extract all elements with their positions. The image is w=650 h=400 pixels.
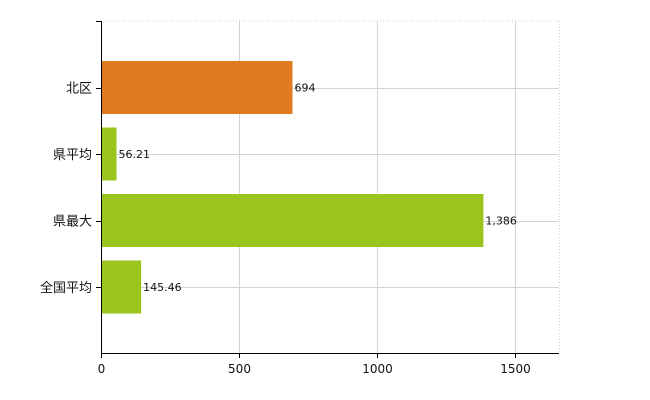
bar — [101, 260, 142, 314]
x-tick-label: 1000 — [362, 362, 393, 376]
axes — [96, 21, 559, 358]
category-label: 県最大 — [53, 215, 92, 230]
bar — [101, 61, 293, 114]
bar — [101, 194, 484, 247]
category-label: 全国平均 — [40, 280, 92, 296]
x-tick-label: 0 — [98, 362, 106, 376]
data-label: 56.21 — [119, 148, 151, 161]
category-label: 県平均 — [53, 148, 92, 163]
data-label: 145.46 — [143, 281, 182, 294]
data-label: 694 — [294, 82, 315, 95]
category-label: 北区 — [66, 82, 92, 97]
labels: 694 北区 56.21 県平均 1,386 県最大 145.46 全国平均 0 500 1000 1… — [40, 82, 531, 377]
bars — [101, 61, 484, 314]
x-tick-label: 1500 — [500, 362, 531, 376]
bar — [101, 127, 117, 181]
data-label: 1,386 — [485, 215, 517, 228]
x-tick-label: 500 — [228, 362, 251, 376]
